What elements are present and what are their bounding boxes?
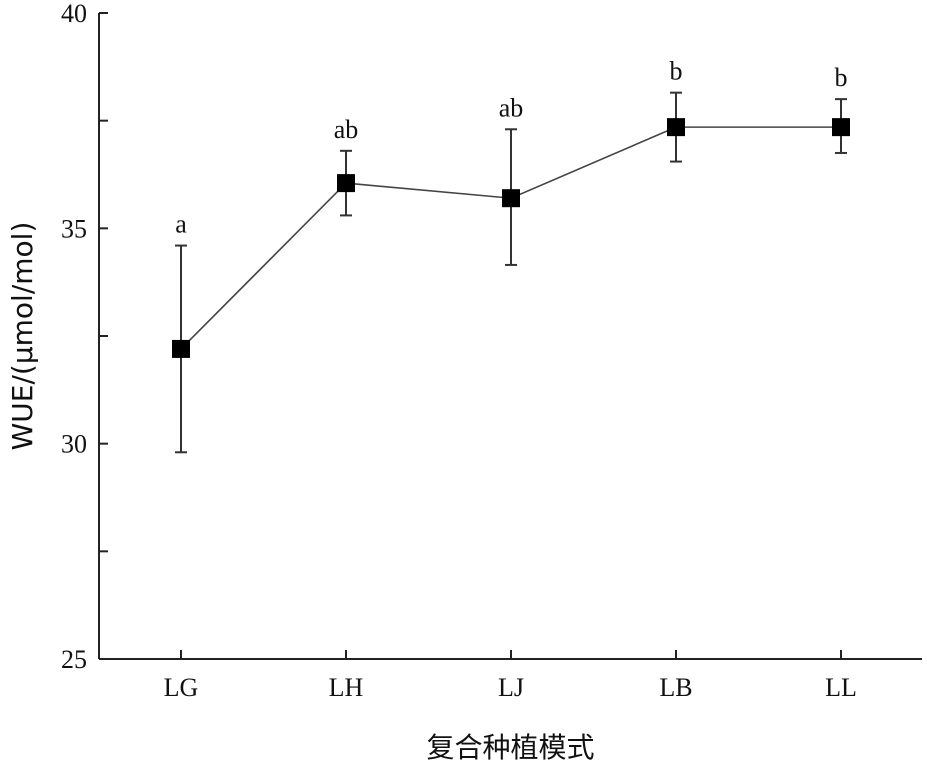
y-tick-label: 35 (61, 214, 87, 243)
y-tick-label: 30 (61, 430, 87, 459)
y-tick-label: 25 (61, 645, 87, 674)
x-tick-label: LB (659, 673, 692, 702)
y-tick-label: 40 (61, 0, 87, 28)
data-point (832, 118, 850, 137)
series-group: a ab ab b b (172, 57, 850, 454)
x-axis-ticks: LG LH LJ LB LL (164, 650, 857, 702)
x-tick-label: LH (329, 673, 364, 702)
y-axis-ticks: 25 30 35 40 (61, 0, 108, 674)
data-point (502, 189, 520, 208)
significance-label: a (175, 210, 187, 239)
data-point (172, 339, 190, 358)
x-axis-title: 复合种植模式 (426, 731, 594, 763)
x-tick-label: LJ (498, 673, 524, 702)
significance-label: b (670, 57, 683, 86)
y-axis-title: WUE/(μmol/mol) (6, 222, 39, 451)
data-point (667, 118, 685, 137)
x-tick-label: LL (825, 673, 857, 702)
x-tick-label: LG (164, 673, 199, 702)
significance-label: ab (499, 93, 524, 122)
data-point (337, 174, 355, 193)
significance-label: ab (334, 115, 359, 144)
significance-label: b (835, 63, 848, 92)
